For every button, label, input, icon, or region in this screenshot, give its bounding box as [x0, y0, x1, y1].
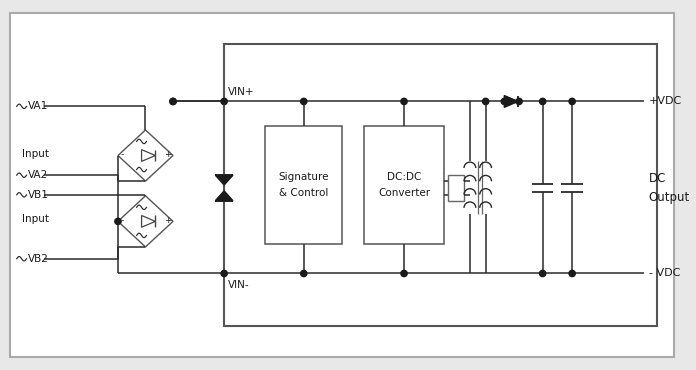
Circle shape	[221, 98, 228, 105]
Text: VA2: VA2	[28, 170, 48, 180]
Text: & Control: & Control	[279, 188, 329, 198]
Text: Input: Input	[22, 214, 49, 225]
Text: VIN+: VIN+	[228, 87, 255, 97]
Text: Input: Input	[22, 148, 49, 158]
Text: VA1: VA1	[28, 101, 48, 111]
Text: VB2: VB2	[28, 254, 49, 264]
Circle shape	[170, 98, 176, 105]
Circle shape	[301, 270, 307, 277]
Text: - VDC: - VDC	[649, 269, 680, 279]
Text: +: +	[164, 150, 172, 159]
Text: Signature: Signature	[278, 172, 329, 182]
Text: Converter: Converter	[378, 188, 430, 198]
Circle shape	[539, 270, 546, 277]
Circle shape	[170, 98, 176, 105]
Polygon shape	[215, 191, 233, 201]
Circle shape	[501, 98, 507, 105]
Circle shape	[516, 98, 522, 105]
Bar	[364, 126, 444, 244]
Text: Output: Output	[649, 191, 690, 204]
Text: VIN-: VIN-	[228, 280, 250, 290]
Circle shape	[569, 98, 576, 105]
Bar	[448, 175, 464, 201]
Text: DC:DC: DC:DC	[387, 172, 421, 182]
Text: -: -	[121, 150, 124, 159]
Circle shape	[115, 218, 121, 225]
Circle shape	[539, 98, 546, 105]
Text: +: +	[164, 216, 172, 225]
Bar	[265, 126, 342, 244]
Circle shape	[221, 270, 228, 277]
Text: +VDC: +VDC	[649, 97, 682, 107]
Circle shape	[401, 98, 407, 105]
Text: DC: DC	[649, 172, 666, 185]
Circle shape	[569, 270, 576, 277]
Text: -: -	[121, 216, 124, 225]
Bar	[224, 44, 657, 326]
Circle shape	[401, 270, 407, 277]
Circle shape	[301, 98, 307, 105]
Polygon shape	[505, 95, 518, 107]
Circle shape	[482, 98, 489, 105]
Text: VB1: VB1	[28, 190, 49, 200]
Polygon shape	[215, 175, 233, 185]
